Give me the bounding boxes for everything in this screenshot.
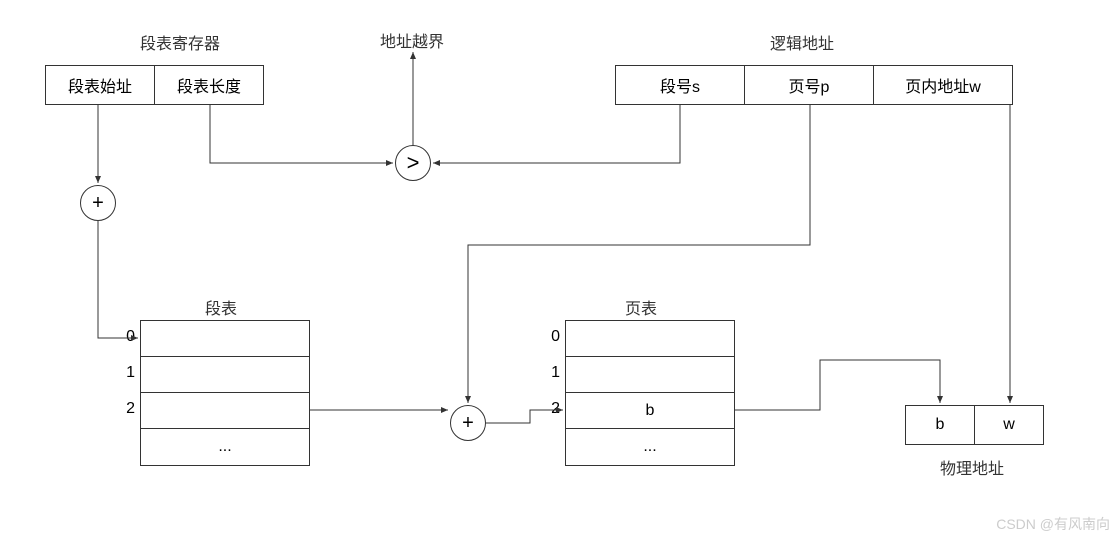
page-table: b ... (565, 320, 735, 466)
page-table-title: 页表 (625, 295, 657, 319)
table-row (566, 321, 734, 357)
add1-op: + (80, 185, 116, 221)
addr-overflow-title: 地址越界 (380, 28, 444, 52)
row-label: 1 (115, 364, 135, 382)
add2-op: + (450, 405, 486, 441)
row-label: 2 (115, 400, 135, 418)
table-row (141, 321, 309, 357)
seg-table-title: 段表 (205, 295, 237, 319)
cmp-op: > (395, 145, 431, 181)
seg-s-cell: 段号s (615, 65, 745, 105)
table-row: ... (566, 429, 734, 465)
seg-register-title: 段表寄存器 (140, 30, 220, 54)
page-p-cell: 页号p (744, 65, 874, 105)
logical-addr-title: 逻辑地址 (770, 30, 834, 54)
table-row (566, 357, 734, 393)
table-row (141, 393, 309, 429)
row-label: 1 (540, 364, 560, 382)
phys-offset-cell: w (974, 405, 1044, 445)
phys-frame-cell: b (905, 405, 975, 445)
table-row: b (566, 393, 734, 429)
seg-base-cell: 段表始址 (45, 65, 155, 105)
watermark: CSDN @有风南向 (996, 514, 1110, 534)
row-label: 0 (115, 328, 135, 346)
seg-table: ... (140, 320, 310, 466)
offset-w-cell: 页内地址w (873, 65, 1013, 105)
table-row: ... (141, 429, 309, 465)
row-label: 0 (540, 328, 560, 346)
table-row (141, 357, 309, 393)
row-label: 2 (540, 400, 560, 418)
seg-length-cell: 段表长度 (154, 65, 264, 105)
phys-addr-title: 物理地址 (940, 455, 1004, 479)
